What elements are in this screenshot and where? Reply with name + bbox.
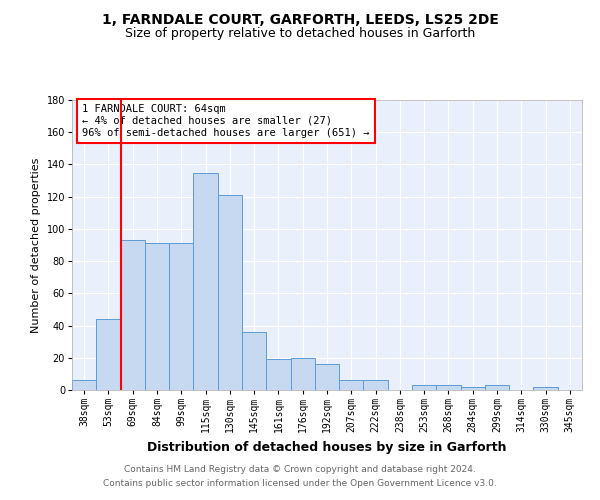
Bar [145,244,169,390]
Bar [96,319,121,390]
Text: Size of property relative to detached houses in Garforth: Size of property relative to detached ho… [125,28,475,40]
Bar [218,195,242,390]
Bar [436,385,461,390]
Text: Contains HM Land Registry data © Crown copyright and database right 2024.
Contai: Contains HM Land Registry data © Crown c… [103,466,497,487]
Bar [290,358,315,390]
Y-axis label: Number of detached properties: Number of detached properties [31,158,41,332]
Bar [72,380,96,390]
Bar [461,387,485,390]
Bar [485,385,509,390]
Bar [412,385,436,390]
Bar [364,380,388,390]
Text: 1 FARNDALE COURT: 64sqm
← 4% of detached houses are smaller (27)
96% of semi-det: 1 FARNDALE COURT: 64sqm ← 4% of detached… [82,104,370,138]
Bar [193,172,218,390]
Bar [339,380,364,390]
Text: 1, FARNDALE COURT, GARFORTH, LEEDS, LS25 2DE: 1, FARNDALE COURT, GARFORTH, LEEDS, LS25… [101,12,499,26]
Bar [315,364,339,390]
X-axis label: Distribution of detached houses by size in Garforth: Distribution of detached houses by size … [147,440,507,454]
Bar [266,360,290,390]
Bar [533,387,558,390]
Bar [169,244,193,390]
Bar [242,332,266,390]
Bar [121,240,145,390]
